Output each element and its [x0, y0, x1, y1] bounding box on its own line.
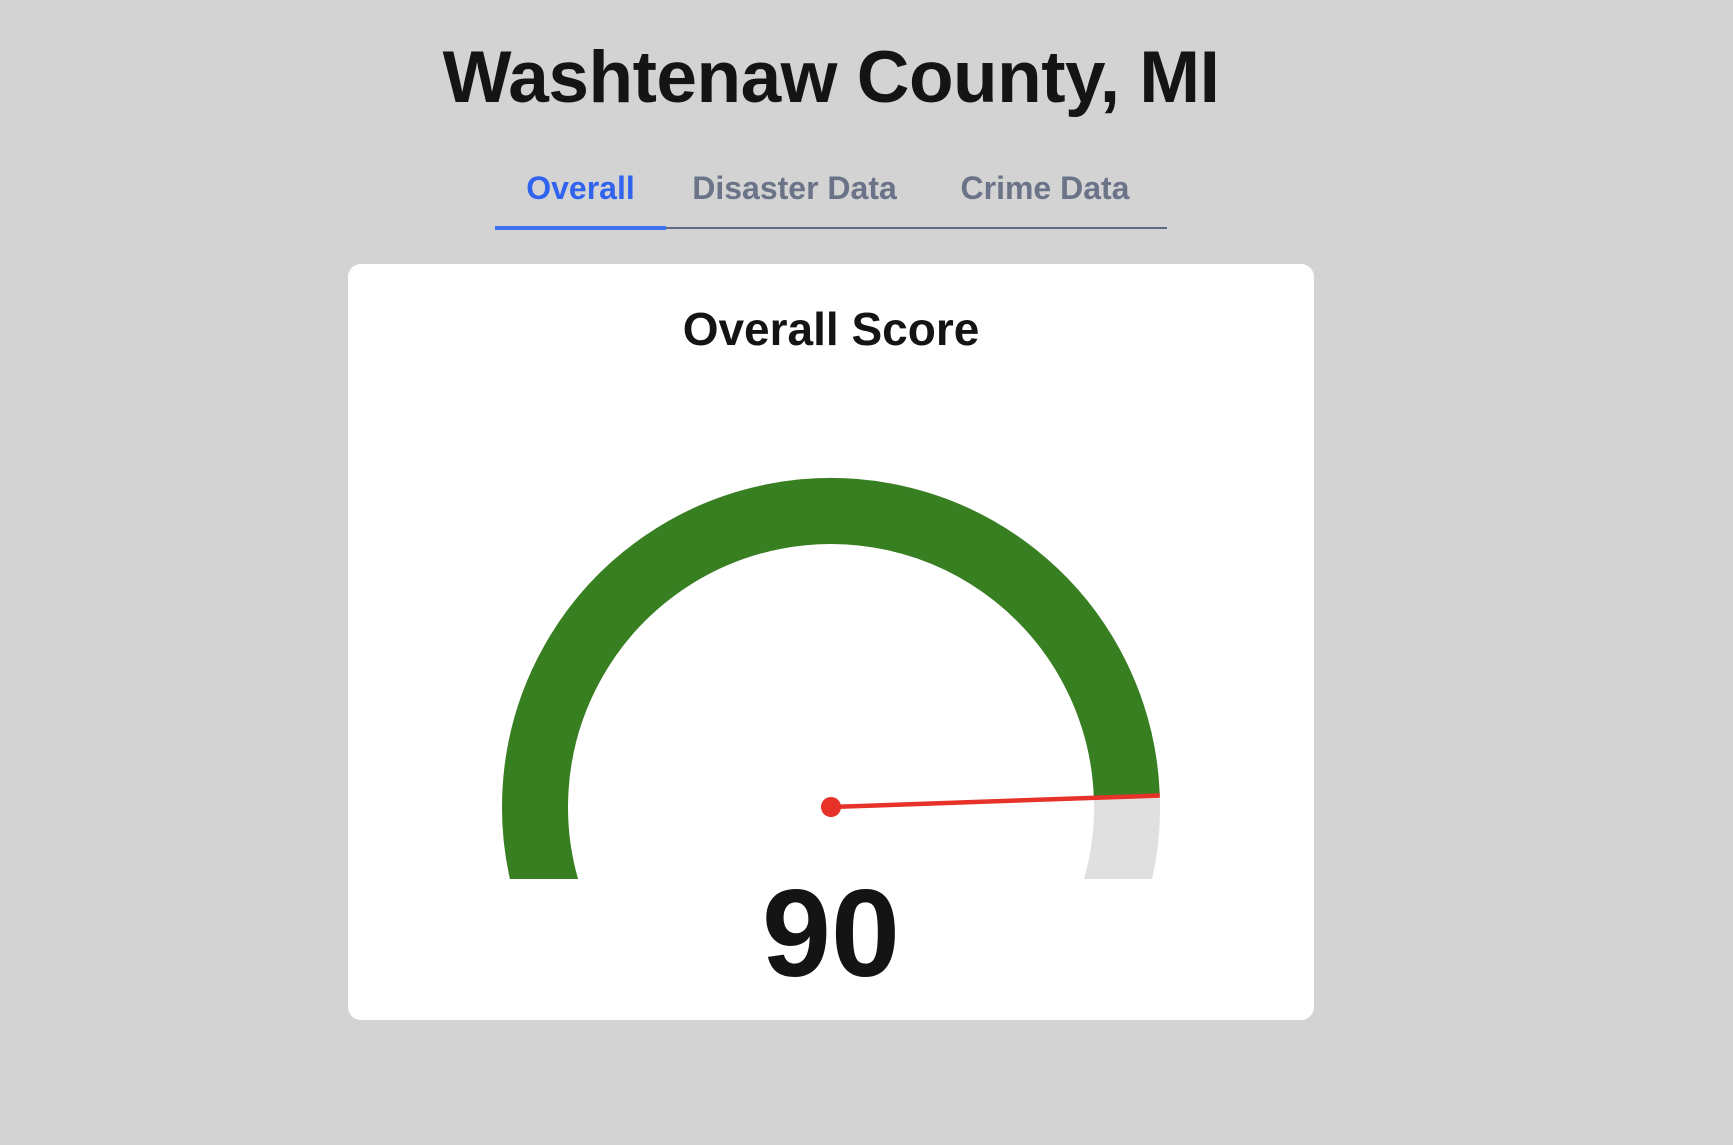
tab-disaster-data[interactable]: Disaster Data: [692, 170, 897, 206]
tab-crime-data[interactable]: Crime Data: [960, 170, 1130, 206]
page-title: Washtenaw County, MI: [442, 37, 1220, 118]
tab-overall[interactable]: Overall: [495, 160, 666, 230]
gauge-pivot: [821, 797, 841, 817]
score-card-title: Overall Score: [682, 303, 980, 355]
gauge-needle: [830, 793, 1160, 810]
overall-score-card: Overall Score 90: [348, 264, 1314, 1020]
gauge-fill: [502, 478, 1160, 879]
score-gauge: [502, 478, 1160, 879]
score-value: 90: [762, 865, 900, 1003]
tab-bar: Overall Disaster Data Crime Data: [495, 160, 1167, 230]
